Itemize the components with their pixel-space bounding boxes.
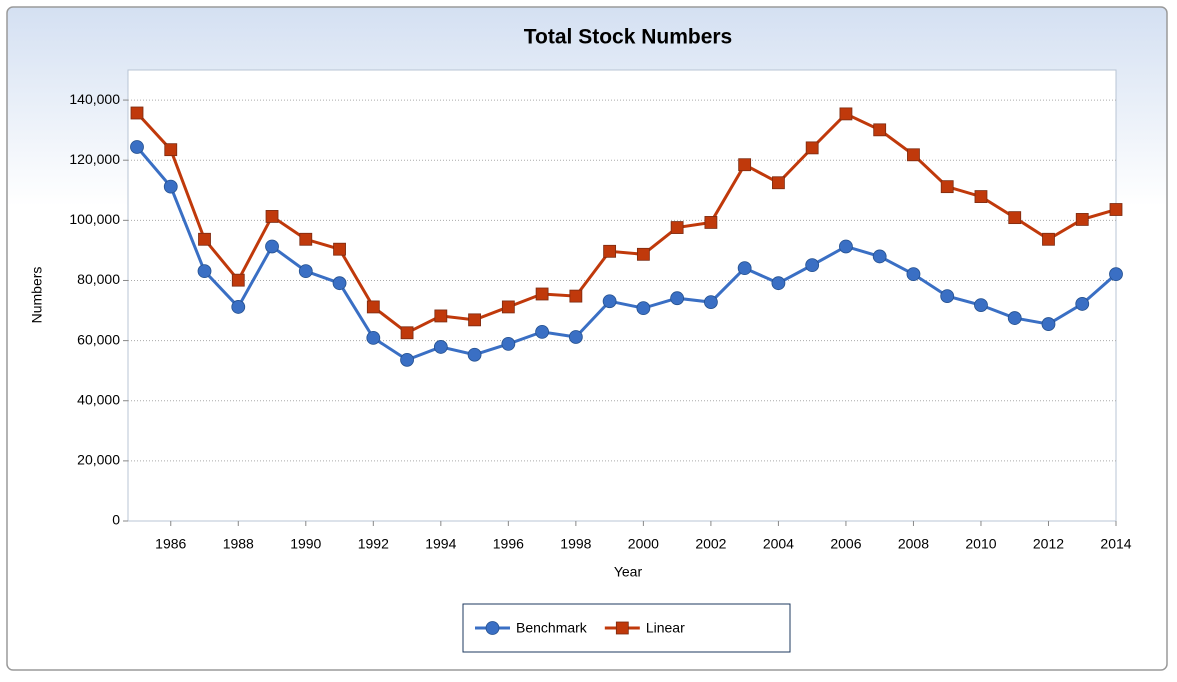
data-point [603, 244, 617, 258]
data-point [265, 210, 279, 223]
data-point [366, 300, 380, 314]
data-point [501, 300, 515, 314]
data-point [1109, 267, 1123, 282]
y-axis-title: Numbers [29, 267, 45, 324]
data-point [704, 216, 718, 229]
data-point [130, 106, 144, 120]
data-point [164, 143, 178, 157]
plot-area [127, 69, 1117, 522]
data-point [332, 276, 347, 291]
data-point [400, 352, 414, 367]
data-point [333, 242, 346, 256]
x-tick-label: 2002 [695, 536, 726, 552]
x-tick-label: 1992 [358, 536, 389, 552]
data-point [1109, 203, 1123, 216]
data-point [873, 123, 887, 137]
data-point [737, 261, 752, 276]
data-point [872, 249, 887, 264]
data-point [501, 337, 516, 351]
data-point [434, 309, 448, 323]
data-point [1041, 317, 1056, 331]
legend-marker [485, 621, 500, 635]
data-point [298, 264, 313, 279]
data-point [467, 347, 482, 362]
x-tick-label: 2000 [628, 536, 659, 552]
y-tick-label: 120,000 [69, 151, 120, 167]
data-point [839, 239, 853, 254]
data-point [1075, 213, 1089, 226]
data-point [703, 295, 718, 310]
data-point [772, 176, 785, 190]
data-point [1007, 311, 1022, 325]
data-point [130, 140, 144, 154]
data-point [468, 313, 481, 327]
data-point [636, 247, 650, 261]
x-tick-label: 1994 [425, 536, 456, 552]
data-point [433, 340, 448, 354]
y-tick-label: 20,000 [77, 452, 120, 468]
legend-marker [615, 621, 629, 635]
data-point [940, 180, 954, 194]
data-point [366, 330, 381, 345]
chart-title: Total Stock Numbers [524, 26, 732, 49]
data-point [1008, 211, 1022, 225]
legend-label: Linear [646, 620, 685, 636]
data-point [906, 267, 921, 282]
y-tick-label: 80,000 [77, 271, 120, 287]
x-tick-label: 1990 [290, 536, 321, 552]
legend-label: Benchmark [516, 620, 588, 636]
data-point [805, 258, 820, 273]
data-point [839, 107, 853, 121]
x-tick-label: 1988 [223, 536, 254, 552]
x-tick-label: 1998 [560, 536, 591, 552]
x-tick-label: 2012 [1033, 536, 1064, 552]
x-tick-label: 2010 [965, 536, 996, 552]
data-point [198, 232, 211, 246]
data-point [400, 326, 414, 340]
data-point [163, 179, 178, 194]
y-tick-label: 100,000 [69, 211, 120, 227]
data-point [535, 287, 549, 301]
data-point [738, 158, 752, 172]
data-point [974, 190, 988, 203]
data-point [670, 221, 684, 234]
data-point [1075, 297, 1090, 311]
data-point [1042, 232, 1055, 246]
data-point [231, 273, 245, 287]
data-point [670, 291, 685, 306]
y-tick-label: 0 [112, 512, 120, 528]
x-tick-label: 1996 [493, 536, 524, 552]
data-point [265, 239, 279, 254]
data-point [805, 141, 819, 155]
data-point [636, 301, 651, 316]
data-point [535, 324, 550, 339]
data-point [940, 289, 955, 304]
x-tick-label: 2006 [830, 536, 861, 552]
data-point [231, 300, 246, 314]
y-tick-label: 60,000 [77, 331, 120, 347]
data-point [299, 232, 313, 246]
x-tick-label: 2004 [763, 536, 794, 552]
x-axis-title: Year [614, 564, 643, 580]
data-point [568, 330, 583, 344]
x-tick-label: 2008 [898, 536, 929, 552]
x-tick-label: 2014 [1100, 536, 1131, 552]
data-point [771, 276, 786, 291]
y-tick-label: 40,000 [77, 391, 120, 407]
data-point [569, 289, 583, 303]
y-tick-label: 140,000 [69, 91, 120, 107]
data-point [974, 298, 988, 313]
data-point [197, 264, 212, 279]
data-point [907, 148, 920, 162]
x-tick-label: 1986 [155, 536, 186, 552]
data-point [602, 294, 617, 309]
